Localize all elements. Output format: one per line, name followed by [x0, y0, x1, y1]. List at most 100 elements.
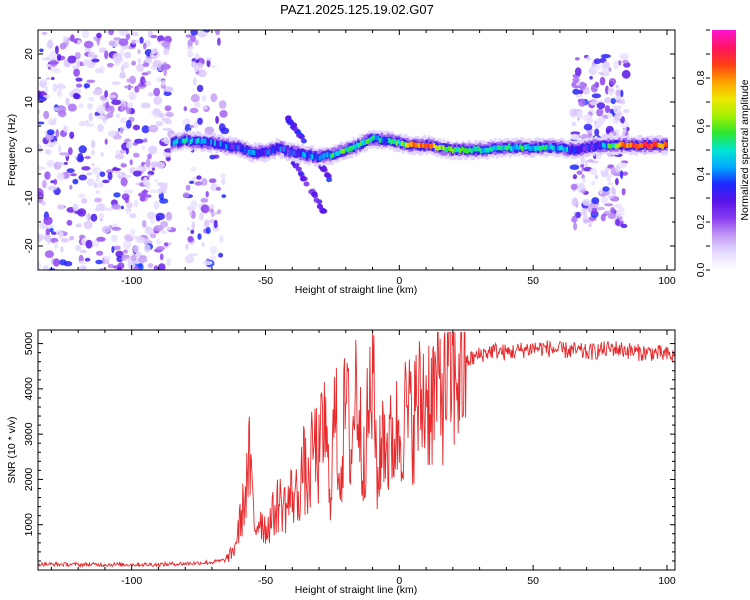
- ridge-core: [472, 146, 475, 152]
- noise-blob: [141, 125, 150, 134]
- noise-blob: [38, 233, 42, 243]
- ridge-core: [590, 144, 593, 150]
- noise-blob: [41, 31, 48, 35]
- noise-blob: [52, 83, 58, 92]
- ridge-core: [225, 144, 228, 149]
- ridge-core: [272, 147, 275, 153]
- noise-blob: [63, 125, 68, 133]
- ridge-core: [568, 146, 571, 152]
- ridge-core: [539, 145, 543, 151]
- noise-blob: [209, 254, 217, 261]
- noise-blob: [572, 77, 580, 82]
- noise-blob: [59, 42, 67, 50]
- ridge-core: [560, 145, 563, 150]
- noise-blob: [572, 174, 578, 180]
- noise-blob: [144, 244, 151, 253]
- noise-blob: [94, 197, 102, 203]
- noise-blob: [163, 136, 171, 145]
- noise-blob: [97, 124, 104, 132]
- noise-blob: [120, 177, 128, 187]
- y-tick-label: 4000: [23, 377, 35, 401]
- ridge-core: [624, 143, 627, 149]
- noise-blob: [217, 37, 221, 46]
- noise-blob: [77, 193, 86, 198]
- noise-blob: [101, 225, 111, 234]
- ridge-core: [657, 142, 661, 148]
- noise-blob: [615, 95, 622, 100]
- noise-blob: [203, 219, 210, 228]
- noise-blob: [78, 260, 88, 265]
- noise-blob: [589, 167, 598, 176]
- noise-blob: [600, 54, 611, 59]
- noise-blob: [142, 220, 147, 228]
- noise-blob: [581, 133, 588, 139]
- noise-blob: [159, 253, 164, 261]
- noise-blob: [574, 57, 580, 61]
- ridge-core: [328, 152, 331, 158]
- streak-blob: [300, 138, 307, 144]
- noise-blob: [152, 60, 162, 68]
- y-tick-label: 20: [23, 48, 35, 60]
- noise-blob: [619, 53, 630, 60]
- ridge-core: [611, 143, 614, 149]
- noise-blob: [117, 172, 122, 177]
- noise-blob: [139, 196, 146, 202]
- x-tick-label: 100: [658, 575, 676, 587]
- noise-blob: [164, 86, 174, 93]
- ridge-core: [506, 145, 509, 151]
- ridge-core: [588, 144, 591, 150]
- noise-blob: [215, 30, 220, 36]
- noise-blob: [206, 57, 213, 61]
- ridge-core: [399, 141, 402, 147]
- noise-blob: [38, 262, 42, 270]
- noise-blob: [75, 245, 82, 252]
- noise-blob: [573, 222, 578, 231]
- noise-blob: [122, 61, 130, 69]
- ridge-core: [305, 151, 308, 157]
- ridge-core: [427, 143, 430, 148]
- noise-blob: [584, 159, 589, 168]
- noise-blob: [82, 30, 90, 39]
- ridge-core: [637, 143, 640, 149]
- noise-blob: [131, 31, 139, 36]
- noise-blob: [108, 130, 117, 137]
- ridge-core: [210, 139, 213, 145]
- ridge-core: [354, 144, 357, 150]
- ridge-core: [183, 138, 187, 144]
- ridge-core: [463, 147, 466, 153]
- streak-blob: [303, 181, 310, 187]
- noise-blob: [72, 88, 82, 95]
- streak-blob: [320, 208, 327, 214]
- ridge-core: [326, 152, 329, 158]
- noise-blob: [85, 212, 89, 220]
- noise-blob: [64, 161, 68, 165]
- noise-blob: [104, 50, 109, 60]
- noise-blob: [151, 161, 159, 168]
- ridge-core: [581, 146, 584, 152]
- noise-blob: [46, 237, 51, 245]
- noise-blob: [615, 178, 619, 186]
- noise-blob: [147, 145, 158, 155]
- noise-blob: [50, 231, 58, 235]
- ridge-core: [476, 146, 479, 152]
- noise-blob: [594, 81, 600, 88]
- noise-blob: [620, 170, 624, 180]
- ridge-core: [569, 146, 573, 152]
- ridge-core: [665, 142, 668, 148]
- noise-blob: [83, 220, 93, 230]
- noise-blob: [131, 60, 137, 66]
- noise-blob: [38, 121, 45, 125]
- ridge-core: [616, 143, 619, 149]
- ridge-core: [558, 145, 561, 151]
- noise-blob: [137, 49, 141, 55]
- noise-blob: [610, 207, 616, 214]
- ridge-core: [343, 148, 346, 154]
- noise-blob: [150, 48, 158, 55]
- noise-blob: [594, 174, 599, 180]
- ridge-core: [369, 137, 372, 143]
- ridge-core: [202, 138, 205, 144]
- noise-blob: [103, 255, 112, 260]
- ridge-core: [198, 139, 202, 145]
- ridge-core: [620, 141, 623, 147]
- ridge-core: [283, 146, 286, 152]
